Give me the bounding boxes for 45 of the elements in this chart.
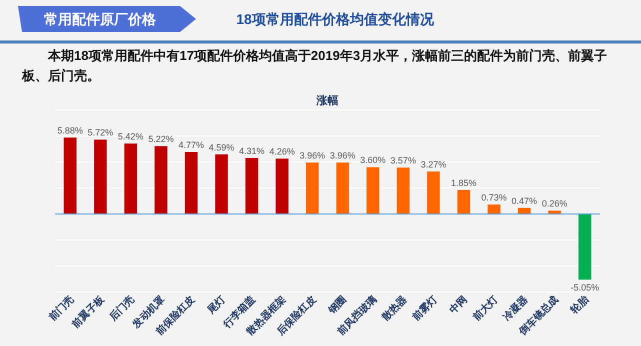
data-label: 3.96%: [300, 150, 326, 161]
data-label: 3.27%: [420, 159, 446, 170]
x-tick-label: 轮胎: [568, 292, 592, 317]
data-label: 5.72%: [88, 128, 114, 138]
bar: [64, 138, 76, 214]
data-label: 3.60%: [360, 155, 386, 166]
bar: [457, 190, 470, 214]
bar: [184, 152, 198, 214]
bar: [154, 146, 168, 214]
text: 常用配件原厂价格: [44, 11, 157, 27]
text: 本期18项常用配件中有17项配件价格均值高于2019年3月水平，涨幅前三的配件为前门壳、前翼子板、后门壳。: [22, 47, 608, 85]
x-tick-label: 前雾灯: [409, 294, 440, 324]
x-tick-label: 尾灯: [204, 294, 228, 317]
bar: [578, 214, 592, 280]
data-label: 3.96%: [330, 150, 356, 161]
data-label: 1.85%: [450, 178, 477, 188]
x-tick-label: 前大灯: [470, 294, 500, 324]
data-label: 5.88%: [57, 126, 83, 136]
data-label: 4.31%: [239, 146, 265, 156]
bar: [366, 167, 380, 214]
text: 18项常用配件价格均值变化情况: [236, 11, 435, 27]
data-label: 4.77%: [178, 140, 204, 150]
data-label: 0.47%: [512, 196, 538, 206]
bar: [396, 168, 410, 214]
bar: [488, 204, 500, 214]
data-label: 3.57%: [390, 156, 416, 166]
bar: [306, 162, 319, 214]
data-label: 5.22%: [148, 134, 174, 144]
x-tick-label: 散热器: [378, 294, 410, 324]
bar: [94, 140, 107, 214]
x-tick-label: 钢圈: [325, 294, 349, 317]
data-label: 0.73%: [481, 192, 507, 203]
bar: [215, 154, 228, 214]
x-tick-label: 中网: [447, 294, 470, 316]
data-label: 4.26%: [269, 146, 295, 157]
data-label: 5.42%: [118, 132, 144, 142]
bar: [124, 144, 138, 214]
data-label: 0.26%: [542, 198, 568, 209]
data-label: -5.05%: [570, 282, 600, 293]
bar: [336, 162, 349, 214]
data-label: 4.59%: [208, 142, 234, 152]
chart-title: 涨幅: [316, 94, 338, 107]
bar: [245, 158, 258, 214]
bar: [276, 158, 288, 214]
bar: [427, 171, 440, 214]
